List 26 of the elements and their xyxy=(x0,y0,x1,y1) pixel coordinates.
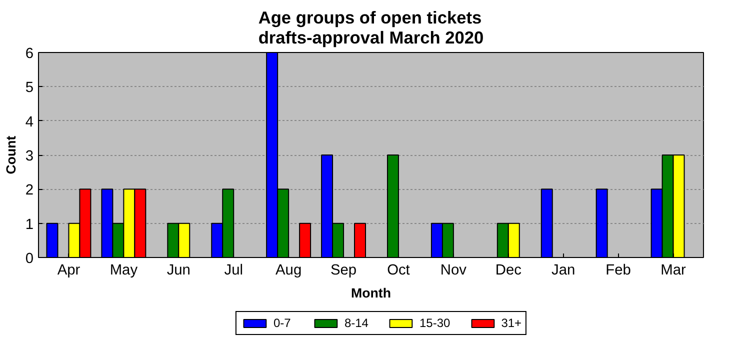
y-tick-label: 2 xyxy=(25,182,34,199)
x-tick-label: Dec xyxy=(495,262,522,278)
x-tick-label: Oct xyxy=(387,262,410,278)
x-tick-label: Aug xyxy=(276,262,302,278)
legend-label: 15-30 xyxy=(419,316,450,330)
x-tick-label: Jan xyxy=(552,262,576,278)
x-tick-label: Mar xyxy=(660,262,686,278)
x-tick-label: Sep xyxy=(330,262,357,278)
x-tick-label: Jun xyxy=(166,262,190,278)
legend-label: 0-7 xyxy=(273,316,292,330)
y-axis-title: Count xyxy=(3,135,18,174)
chart-title: Age groups of open tickets drafts-approval March 2020 xyxy=(258,8,484,48)
y-tick-label: 6 xyxy=(25,46,34,62)
y-tick-label: 1 xyxy=(25,216,34,233)
x-tick-label: Nov xyxy=(440,262,468,278)
legend-label: 31+ xyxy=(501,316,522,330)
y-tick-label: 3 xyxy=(25,148,34,164)
x-tick-label: Jul xyxy=(224,262,243,278)
legend-label: 8-14 xyxy=(344,316,368,330)
y-tick-label: 5 xyxy=(25,80,34,96)
x-tick-label: Feb xyxy=(606,262,631,278)
y-tick-label: 0 xyxy=(25,251,34,267)
y-tick-label: 4 xyxy=(25,114,34,130)
x-tick-label: Apr xyxy=(57,262,80,278)
x-axis-title: Month xyxy=(351,286,391,300)
x-tick-label: May xyxy=(110,262,138,278)
